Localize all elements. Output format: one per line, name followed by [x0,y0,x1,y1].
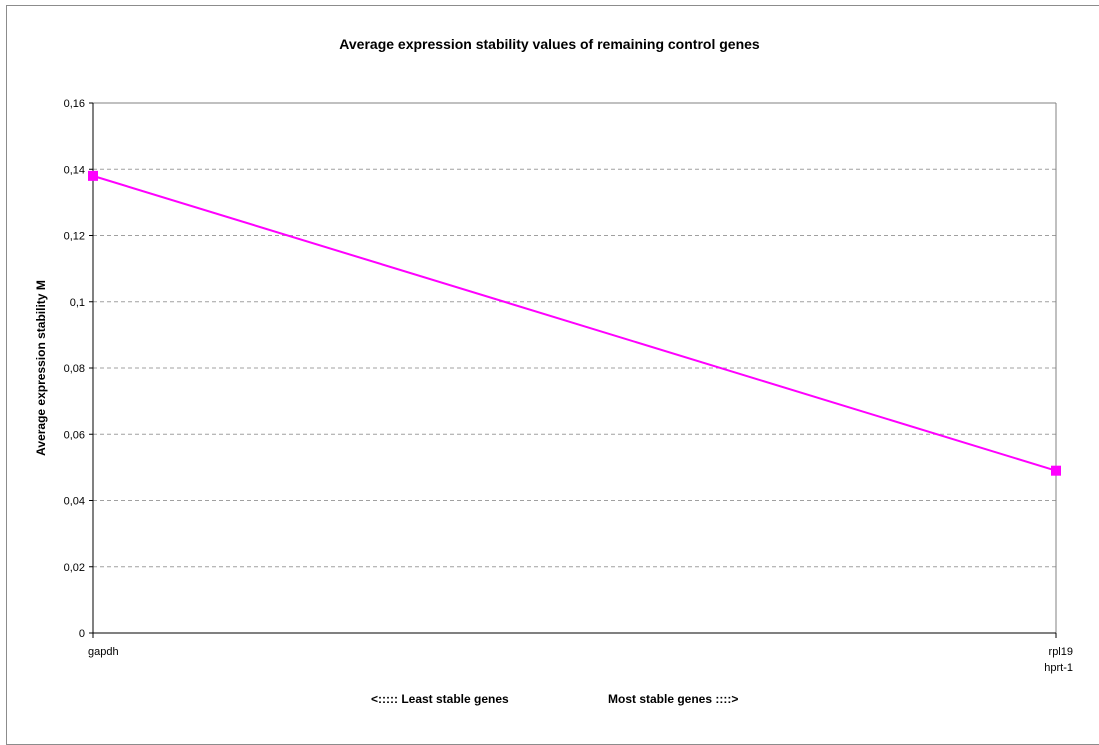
data-point [1051,465,1061,476]
x-axis-label-left: <::::: Least stable genes [371,692,509,706]
y-axis-label: Average expression stability M [34,280,48,456]
x-tick-label: hprt-1 [1044,662,1073,674]
y-tick-label: 0,16 [64,98,85,110]
y-tick-label: 0,06 [64,429,85,441]
y-tick-label: 0,02 [64,562,85,574]
x-tick-label: gapdh [88,646,119,658]
series-line [92,174,1057,472]
y-tick-label: 0,1 [70,297,85,309]
x-axis-label-right: Most stable genes ::::> [608,692,739,706]
y-tick-label: 0,12 [64,231,85,243]
chart-title: Average expression stability values of r… [339,36,760,52]
y-tick-label: 0,08 [64,363,85,375]
y-tick-label: 0 [79,628,85,640]
data-point [88,170,98,181]
y-tick-label: 0,14 [64,164,85,176]
line-chart: 0 0,02 0,04 0,06 0,08 0,1 0,12 0,14 0,16 gapdh rpl… [34,98,1073,674]
x-tick-label: rpl19 [1049,646,1073,658]
y-tick-label: 0,04 [64,496,85,508]
